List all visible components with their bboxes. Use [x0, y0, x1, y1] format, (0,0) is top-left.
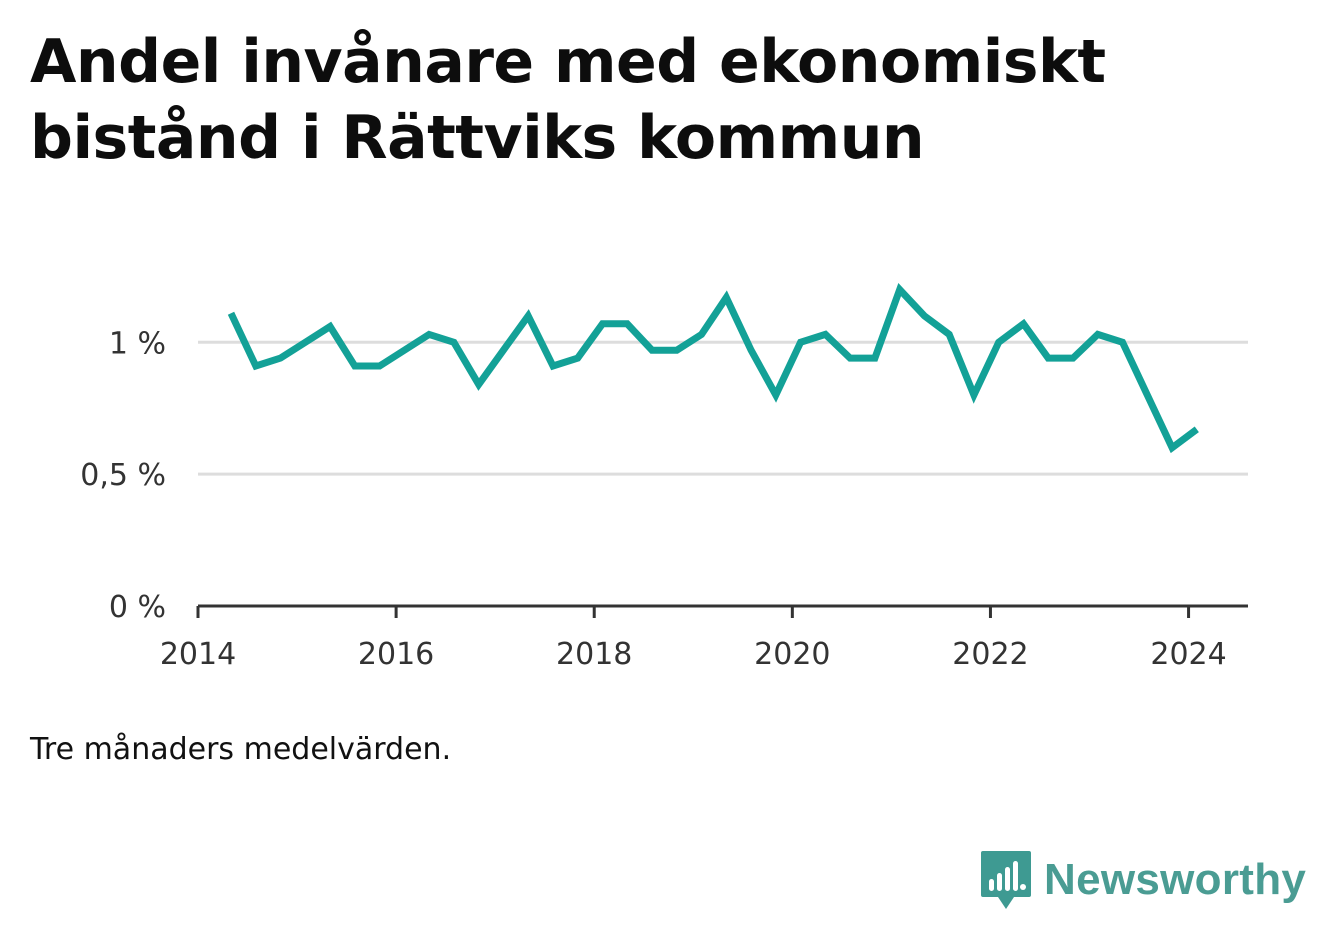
data-point — [623, 320, 631, 328]
y-tick-label: 1 % — [109, 326, 166, 361]
data-point — [301, 338, 309, 346]
data-point — [945, 330, 953, 338]
x-axis — [196, 604, 1248, 618]
data-point — [425, 330, 433, 338]
chart-title: Andel invånare med ekonomiskt bistånd i … — [30, 27, 1106, 173]
data-point — [252, 362, 260, 370]
series-layer — [227, 283, 1201, 454]
x-tick-label: 2016 — [358, 637, 434, 672]
data-point — [797, 338, 805, 346]
data-point — [524, 312, 532, 320]
data-point — [351, 362, 359, 370]
y-tick-label: 0 % — [109, 590, 166, 625]
data-point — [648, 346, 656, 354]
data-point — [277, 354, 285, 362]
newsworthy-logo-icon — [981, 851, 1031, 909]
data-point — [499, 346, 507, 354]
data-point — [599, 320, 607, 328]
x-tick-label: 2022 — [952, 637, 1028, 672]
data-point — [821, 330, 829, 338]
data-point — [673, 346, 681, 354]
data-point — [1044, 354, 1052, 362]
data-point — [1119, 338, 1127, 346]
x-axis-labels: 2014 2016 2018 2020 2022 2024 — [160, 637, 1227, 672]
grid-lines — [198, 340, 1248, 476]
data-point — [871, 354, 879, 362]
data-point — [227, 309, 235, 317]
data-point — [747, 346, 755, 354]
y-axis-labels: 0 % 0,5 % 1 % — [80, 326, 166, 625]
data-point — [920, 312, 928, 320]
chart-note: Tre månaders medelvärden. — [30, 732, 452, 767]
data-point — [450, 338, 458, 346]
x-tick-label: 2018 — [556, 637, 632, 672]
data-point — [1020, 320, 1028, 328]
data-point — [326, 323, 334, 331]
data-point — [896, 286, 904, 294]
data-point — [1094, 330, 1102, 338]
data-point — [376, 362, 384, 370]
data-point — [1143, 391, 1151, 399]
x-tick-label: 2014 — [160, 637, 236, 672]
brand-logo[interactable]: Newsworthy — [980, 850, 1306, 910]
data-point — [970, 391, 978, 399]
data-point — [1069, 354, 1077, 362]
x-tick-label: 2020 — [754, 637, 830, 672]
data-point — [722, 294, 730, 302]
data-point — [995, 338, 1003, 346]
x-tick-label: 2024 — [1150, 637, 1226, 672]
data-point — [400, 346, 408, 354]
brand-name: Newsworthy — [1044, 855, 1307, 904]
data-point — [846, 354, 854, 362]
series-line — [227, 283, 1199, 454]
data-point — [574, 354, 582, 362]
y-tick-label: 0,5 % — [80, 458, 166, 493]
data-point — [1193, 425, 1201, 433]
data-point — [549, 362, 557, 370]
data-point — [475, 381, 483, 389]
data-point — [772, 391, 780, 399]
data-point — [698, 330, 706, 338]
data-point — [1168, 444, 1176, 452]
